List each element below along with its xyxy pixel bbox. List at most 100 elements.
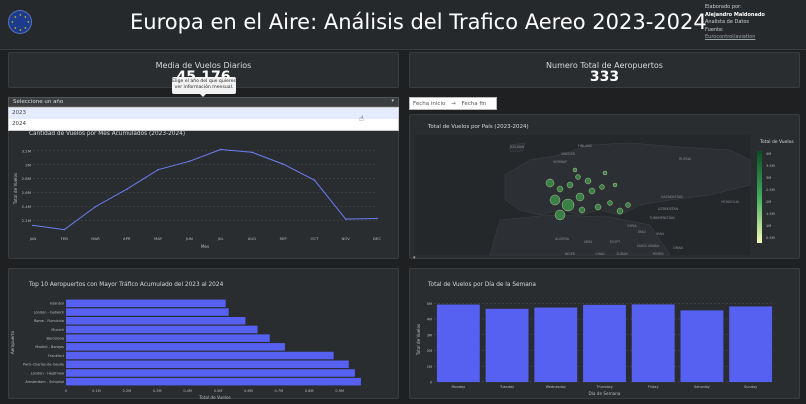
hbar-xtick-label: 0 — [65, 389, 67, 393]
map-colorbar-tick: 1M — [766, 224, 771, 228]
map-country-label: SUDAN — [616, 252, 628, 256]
line-point — [219, 148, 222, 151]
map-airport-bubble — [625, 202, 631, 208]
map-colorbar-tick: 2M — [766, 200, 771, 204]
map-colorbar-tick: 3M — [766, 176, 771, 180]
kpi-airports-value: 333 — [589, 69, 620, 85]
map-country-label: TURKMENISTAN — [649, 216, 676, 220]
map-landmass-africa — [489, 214, 671, 256]
line-point — [94, 205, 97, 208]
line-point — [157, 168, 159, 171]
choropleth-map[interactable]: Total de Vuelos por País (2023-2024) Tot… — [410, 115, 801, 261]
vbar-ytick-label: 2M — [427, 349, 432, 353]
map-airport-bubble — [554, 209, 566, 221]
kpi-airports-label: Numero Total de Aeropuertos — [546, 61, 663, 70]
vbar-xtick-label: Tuesday — [499, 385, 514, 389]
map-country-label: UZBEKISTAN — [658, 207, 679, 211]
map-country-label: YEMEN — [652, 252, 664, 256]
map-country-label: RUSSIA — [679, 157, 692, 161]
date-end-input[interactable]: Fecha fin — [461, 101, 487, 107]
line-xtick-label: APR — [123, 236, 131, 241]
map-landmass-iceland — [509, 142, 526, 153]
chevron-down-icon[interactable]: ▾ — [391, 98, 394, 104]
arrow-right-icon: → — [451, 101, 456, 107]
kpi-airports-card: Numero Total de Aeropuertos 333 — [409, 52, 800, 88]
line-ytick-label: 2.2M — [22, 218, 31, 223]
line-point — [32, 224, 34, 227]
tooltip-line-2: ver información mensual. — [174, 85, 234, 90]
line-point — [313, 179, 316, 181]
map-country-label: CHAD — [595, 252, 605, 256]
date-start-input[interactable]: Fecha inicio — [413, 101, 446, 107]
year-dropdown-menu: 2023 2024 — [8, 107, 399, 131]
line-ytick-label: 3M — [25, 162, 31, 167]
map-country-label: OMAN — [673, 246, 683, 250]
hbar-xtick-label: 0.1M — [92, 389, 101, 393]
map-country-label: NORWAY — [553, 160, 567, 164]
map-colorbar-tick: 3.5M — [766, 164, 775, 168]
source-link[interactable]: Eurocontrol/aviation — [705, 34, 756, 40]
kpi-avg-flights-label: Media de Vuelos Diarios — [155, 61, 252, 70]
hbar-xtick-label: 0.7M — [275, 389, 284, 393]
year-select[interactable]: Seleccione un año ▾ — [8, 97, 399, 107]
hbar-xaxis-label: Total de Vuelos — [198, 395, 230, 400]
hbar-bar — [66, 369, 355, 377]
page-title: Europa en el Aire: Análisis del Trafico … — [130, 10, 707, 34]
source-label: Fuente: — [705, 26, 724, 33]
author-name: Alejandro Maldonado — [705, 11, 765, 18]
hbar-bar — [66, 325, 258, 334]
year-option-2024[interactable]: 2024 — [12, 121, 26, 127]
map-airport-bubble — [616, 207, 624, 215]
map-colorbar-title: Total de Vuelos — [759, 139, 794, 145]
line-xtick-label: NOV — [342, 236, 351, 241]
map-country-label: NIGER — [565, 252, 576, 256]
map-airport-bubble — [594, 203, 602, 211]
map-airport-bubble — [588, 187, 596, 195]
year-option-2023[interactable]: 2023 — [9, 108, 398, 119]
vbar-bar — [583, 304, 626, 382]
hbar-bar — [66, 317, 246, 325]
vbar-bar — [436, 304, 480, 382]
hbar-ytick-label: Barcelona — [47, 336, 64, 340]
map-country-label: ICELAND — [510, 145, 525, 149]
hbar-ytick-label: Frankfurt — [48, 354, 64, 358]
map-colorbar-tick: 4M — [766, 152, 771, 156]
vbar-bar — [485, 308, 529, 382]
line-xtick-label: SEP — [280, 236, 288, 241]
map-country-label: KAZAKHSTAN — [661, 195, 683, 199]
vbar-xtick-label: Saturday — [694, 385, 710, 389]
hbar-xtick-label: 0.5M — [214, 389, 223, 393]
map-title: Total de Vuelos por País (2023-2024) — [427, 123, 529, 130]
date-range-picker[interactable]: Fecha inicio → Fecha fin — [409, 97, 497, 110]
hbar-ytick-label: Munich — [51, 328, 64, 332]
vbar-xtick-label: Sunday — [744, 385, 757, 389]
vbar-bar — [534, 307, 578, 382]
hbar-ytick-label: Madrid - Barajas — [35, 345, 64, 349]
map-airport-bubble — [612, 182, 618, 188]
hbar-ytick-label: London - Heathrow — [31, 371, 64, 375]
hbar-ytick-label: Amsterdam - Schiphol — [25, 380, 64, 384]
line-ytick-label: 3.2M — [22, 148, 31, 153]
vbar-ytick-label: 4M — [427, 318, 432, 322]
map-airport-bubble — [566, 181, 574, 189]
line-point — [126, 188, 128, 190]
line-xtick-label: FEB — [61, 236, 69, 241]
vbar-xtick-label: Friday — [648, 385, 659, 389]
map-colorbar — [757, 151, 762, 243]
map-airport-bubble — [561, 198, 575, 212]
hbar-ytick-label: London - Gatwick — [34, 310, 65, 314]
line-point — [282, 163, 284, 165]
hbar-chart-title: Top 10 Aeropuertos con Mayor Tráfico Acu… — [28, 281, 224, 288]
map-country-label: ALGERIA — [555, 237, 570, 241]
hbar-bar — [66, 360, 349, 368]
line-series — [32, 148, 378, 231]
map-country-label: SAUDI ARABIA — [637, 244, 661, 248]
map-country-label: IRAQ — [638, 230, 646, 234]
map-toggle-icon[interactable]: ▾ — [413, 255, 416, 261]
hbar-bar — [66, 377, 361, 386]
map-colorbar-tick: 1.5M — [766, 212, 775, 216]
vbar-bar — [729, 306, 773, 382]
map-airport-bubble — [575, 174, 581, 180]
hbar-yaxis-label: Aeropuerto — [10, 330, 15, 354]
line-xtick-label: MAR — [91, 236, 100, 241]
